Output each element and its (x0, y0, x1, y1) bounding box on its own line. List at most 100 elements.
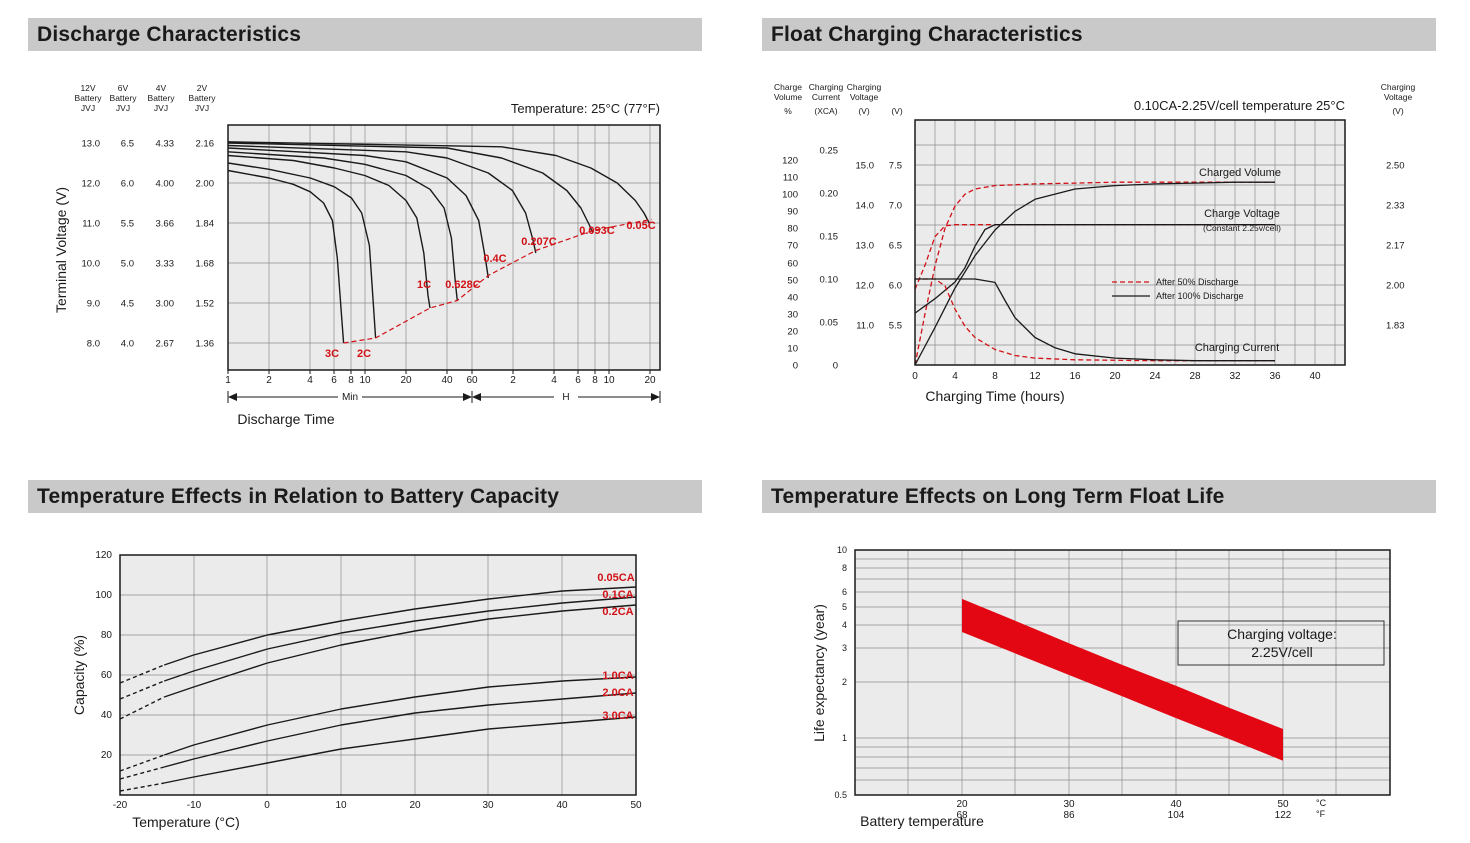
y-tick-label: 0.5 (834, 790, 847, 800)
chart-label: Charged Volume (1199, 167, 1281, 179)
axis-tick-label: 8.0 (87, 339, 100, 350)
axis-column-header: 2V (197, 83, 208, 93)
axis-tick-label: 10.0 (82, 259, 101, 270)
axis-tick-label: 0.20 (820, 189, 839, 200)
axis-tick-label: 2.33 (1386, 201, 1405, 212)
section-header-float-life: Temperature Effects on Long Term Float L… (762, 480, 1436, 513)
axis-column-header: Battery (75, 93, 103, 103)
chart-label: 50 (1277, 799, 1289, 810)
axis-column-header: Voltage (850, 92, 879, 102)
axis-column-header: JVJ (81, 103, 95, 113)
series-2.0CA-dashed (119, 766, 165, 780)
chart-discharge: 1 2 4 6 8 10 20 40 60 2 4 6 8 10 2012VBatteryJVJ13.012… (53, 83, 661, 427)
axis-column-header: 4V (156, 83, 167, 93)
axis-tick-label: 100 (782, 190, 798, 201)
annotation-box (1177, 620, 1385, 666)
axis-tick-label: 3.00 (156, 299, 175, 310)
chart-label: 0.093C (579, 225, 615, 237)
axis-tick-label: 12.0 (856, 281, 875, 292)
section-header-temperature-capacity: Temperature Effects in Relation to Batte… (28, 480, 702, 513)
axis-tick-label: 0 (833, 361, 838, 372)
series-0.1CA (163, 596, 637, 682)
chart-label: 0.628C (445, 279, 481, 291)
axis-tick-label: 80 (787, 224, 798, 235)
chart-label: 122 (1275, 810, 1292, 821)
x-tick-label: 4 (307, 375, 313, 386)
x-tick-label: 32 (1229, 371, 1241, 382)
series-3.0CA (164, 716, 637, 784)
y-tick-label: 5 (842, 602, 847, 612)
axis-tick-label: 11.0 (856, 321, 874, 332)
axis-tick-label: 0.10 (820, 275, 839, 286)
axis-column-header: Battery (110, 93, 138, 103)
x-tick-label: -10 (187, 800, 202, 811)
axis-tick-label: 4.00 (156, 179, 175, 190)
chart-label: Life expectancy (year) (811, 604, 827, 742)
arrowhead (651, 393, 660, 401)
chart-label: 2C (357, 348, 371, 360)
y-tick-label: 60 (101, 670, 113, 681)
plot-frame (227, 124, 661, 371)
series-0.05C (227, 141, 650, 224)
axis-tick-label: 4.33 (156, 139, 175, 150)
axis-tick-label: 1.36 (196, 339, 215, 350)
x-tick-label: 8 (348, 375, 354, 386)
series-2C (227, 162, 377, 339)
legend-label: After 50% Discharge (1156, 277, 1239, 287)
chart-label: 104 (1168, 810, 1185, 821)
axis-tick-label: 6.0 (121, 179, 134, 190)
x-tick-label: -20 (113, 800, 128, 811)
axis-column-unit: (V) (1392, 106, 1404, 116)
x-tick-label: 10 (359, 375, 371, 386)
axis-column-header: Charging (847, 82, 882, 92)
x-tick-label: 20 (400, 375, 412, 386)
chart-label: Charge Voltage (1204, 208, 1280, 220)
x-tick-label: 10 (603, 375, 615, 386)
chart-label: Charging voltage: (1227, 626, 1337, 642)
x-tick-label: 24 (1149, 371, 1161, 382)
series-charged-volume-50pct (914, 181, 1275, 366)
x-tick-label: 0 (264, 800, 270, 811)
chart-label: Terminal Voltage (V) (53, 187, 69, 313)
arrowhead (228, 393, 237, 401)
axis-column-header: JVJ (116, 103, 130, 113)
series-0.093C (227, 142, 594, 234)
chart-label: 0.2CA (602, 606, 633, 618)
plot-frame (854, 549, 1391, 796)
axis-tick-label: 2.17 (1386, 241, 1405, 252)
axis-column-header: JVJ (195, 103, 209, 113)
x-tick-label: 36 (1269, 371, 1281, 382)
chart-label: 0.4C (483, 253, 506, 265)
arrowhead (463, 393, 472, 401)
y-tick-label: 100 (95, 590, 112, 601)
chart-label: 20 (956, 799, 968, 810)
axis-tick-label: 3.66 (156, 219, 175, 230)
chart-label: (Constant 2.25v/cell) (1203, 223, 1281, 233)
chart-label: °C (1316, 798, 1327, 808)
y-tick-label: 2 (842, 677, 847, 687)
plot-frame (914, 119, 1346, 366)
axis-tick-label: 0.15 (820, 232, 839, 243)
axis-tick-label: 4.0 (121, 339, 134, 350)
band-float-life-range (962, 598, 1283, 761)
series-charging-current-50pct (915, 278, 1275, 362)
x-tick-label: 6 (331, 375, 337, 386)
series-1.0CA-dashed (119, 754, 165, 772)
x-tick-label: 6 (575, 375, 581, 386)
axis-tick-label: 0.05 (820, 318, 839, 329)
axis-column-header: Volume (774, 92, 803, 102)
x-tick-label: 10 (335, 800, 347, 811)
chart-label: 1C (417, 279, 431, 291)
chart-label: 40 (1170, 799, 1182, 810)
chart-label: 1.0CA (602, 670, 633, 682)
axis-tick-label: 12.0 (82, 179, 101, 190)
axis-tick-label: 5.5 (889, 321, 902, 332)
axis-tick-label: 2.16 (196, 139, 215, 150)
x-tick-label: 4 (551, 375, 557, 386)
plot-frame (119, 554, 637, 796)
axis-tick-label: 13.0 (856, 241, 875, 252)
chart-label: 2.0CA (602, 687, 633, 699)
axis-tick-label: 1.84 (196, 219, 215, 230)
x-tick-label: 40 (1309, 371, 1321, 382)
